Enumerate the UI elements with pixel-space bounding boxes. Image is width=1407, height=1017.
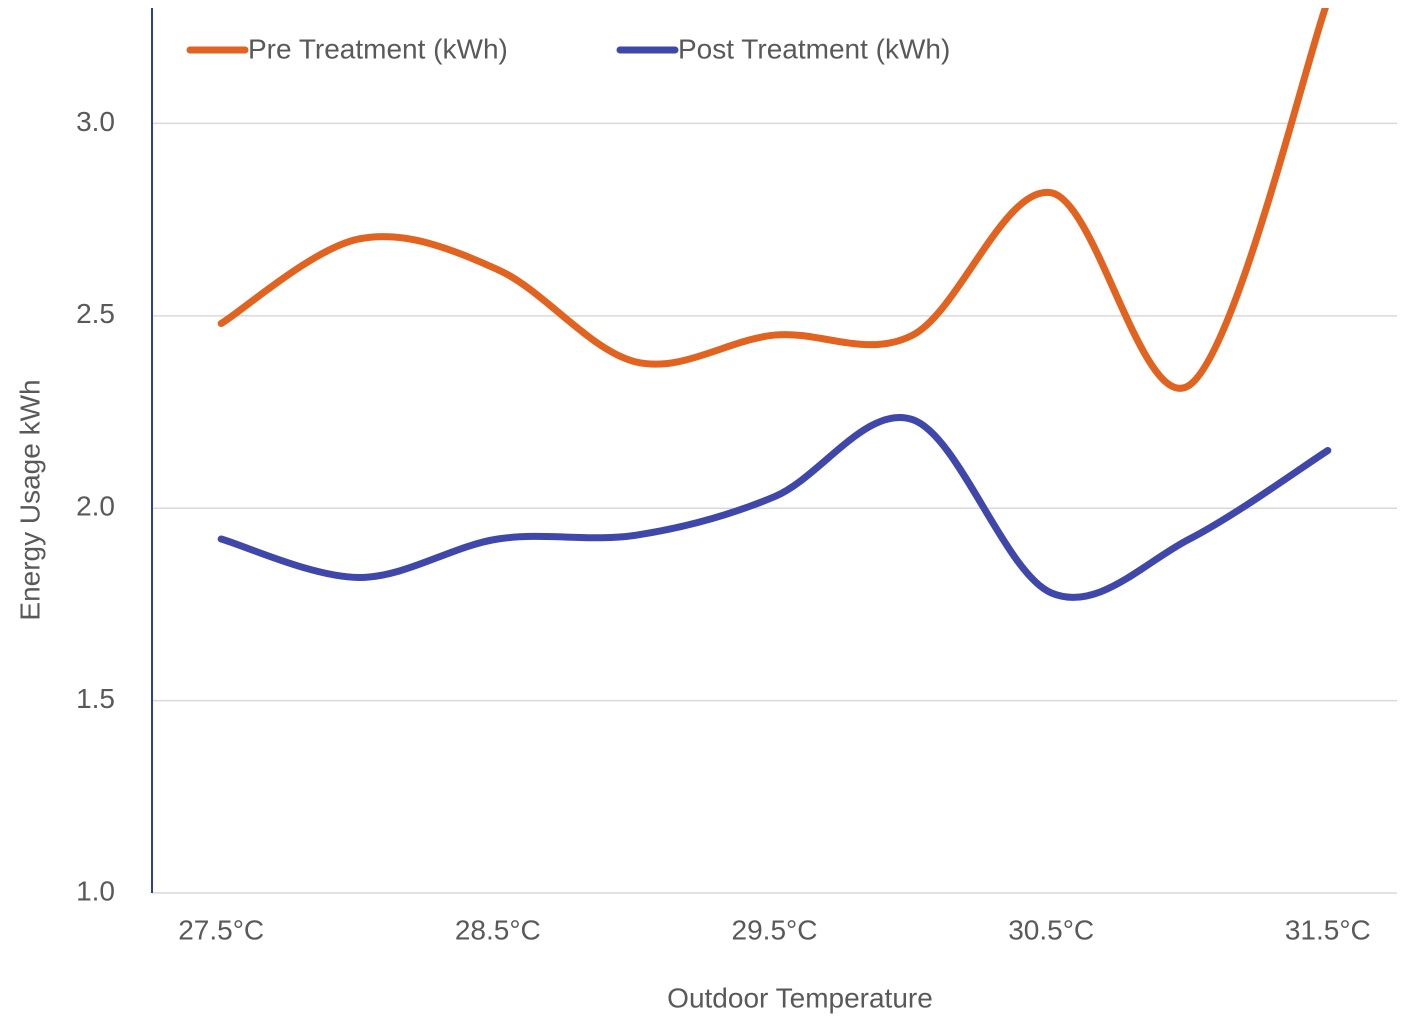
legend-label: Pre Treatment (kWh): [248, 33, 508, 64]
series-line: [217, 414, 1332, 601]
x-tick-label: 30.5°C: [1008, 914, 1094, 945]
series-line: [217, 8, 1329, 392]
x-tick-label: 27.5°C: [178, 914, 264, 945]
x-tick-label: 29.5°C: [732, 914, 818, 945]
x-tick-label: 28.5°C: [455, 914, 541, 945]
y-tick-label: 1.0: [76, 875, 115, 906]
x-tick-label: 31.5°C: [1285, 914, 1371, 945]
x-axis-title: Outdoor Temperature: [667, 982, 933, 1013]
plot: [217, 8, 1332, 601]
legend-label: Post Treatment (kWh): [678, 33, 950, 64]
y-tick-label: 2.0: [76, 491, 115, 522]
y-tick-label: 2.5: [76, 298, 115, 329]
y-tick-label: 1.5: [76, 683, 115, 714]
y-tick-label: 3.0: [76, 106, 115, 137]
y-axis-title: Energy Usage kWh: [14, 379, 45, 620]
